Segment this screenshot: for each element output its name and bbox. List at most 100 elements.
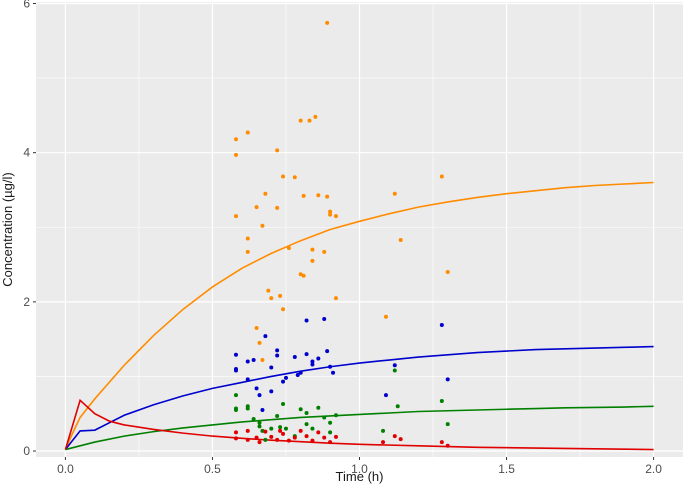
grid-major (36, 2, 683, 457)
scatter-point-series-1 (392, 363, 397, 368)
scatter-point-series-2 (298, 407, 303, 412)
scatter-point-series-1 (269, 389, 274, 394)
scatter-point-series-3 (233, 436, 238, 441)
scatter-point-series-1 (254, 386, 259, 391)
scatter-point-series-0 (328, 212, 333, 217)
scatter-point-series-2 (304, 422, 309, 427)
scatter-point-series-1 (283, 375, 288, 380)
scatter-point-series-0 (245, 236, 250, 241)
scatter-point-series-2 (392, 368, 397, 373)
scatter-point-series-0 (260, 358, 265, 363)
scatter-point-series-3 (304, 434, 309, 439)
scatter-point-series-2 (233, 408, 238, 413)
scatter-point-series-1 (233, 368, 238, 373)
scatter-point-series-1 (245, 359, 250, 364)
scatter-point-series-0 (301, 193, 306, 198)
scatter-point-series-1 (257, 393, 262, 398)
scatter-point-series-3 (278, 428, 283, 433)
y-axis-title: Concentration (µg/l) (0, 172, 15, 286)
scatter-point-series-0 (233, 152, 238, 157)
scatter-point-series-0 (310, 247, 315, 252)
scatter-point-series-2 (328, 420, 333, 425)
scatter-point-series-2 (445, 422, 450, 427)
scatter-point-series-3 (245, 437, 250, 442)
scatter-point-series-2 (304, 410, 309, 415)
scatter-point-series-0 (257, 340, 262, 345)
scatter-point-series-1 (251, 358, 256, 363)
scatter-point-series-0 (233, 214, 238, 219)
scatter-point-series-3 (269, 434, 274, 439)
y-axis-ticks: 0 2 4 6 (23, 0, 36, 458)
scatter-point-series-0 (322, 249, 327, 254)
scatter-point-series-0 (275, 148, 280, 153)
x-axis-title: Time (h) (336, 469, 384, 484)
scatter-point-series-0 (439, 174, 444, 179)
scatter-point-series-1 (445, 377, 450, 382)
scatter-point-series-1 (263, 334, 268, 339)
scatter-point-series-2 (245, 406, 250, 411)
x-tick-label: 0.0 (57, 462, 74, 476)
scatter-point-series-0 (269, 296, 274, 301)
scatter-point-series-2 (281, 402, 286, 407)
scatter-point-series-2 (322, 415, 327, 420)
scatter-point-series-0 (333, 296, 338, 301)
scatter-point-series-0 (325, 20, 330, 25)
scatter-point-series-1 (331, 370, 336, 375)
scatter-point-series-2 (257, 420, 262, 425)
scatter-point-series-2 (328, 430, 333, 435)
scatter-point-series-3 (286, 438, 291, 443)
scatter-point-series-2 (333, 413, 338, 418)
x-tick-label: 0.5 (204, 462, 221, 476)
scatter-point-series-1 (316, 356, 321, 361)
scatter-point-series-1 (298, 370, 303, 375)
scatter-point-series-3 (322, 435, 327, 440)
x-axis-ticks: 0.0 0.5 1.0 1.5 2.0 (57, 457, 662, 476)
scatter-point-series-3 (333, 434, 338, 439)
scatter-point-series-2 (278, 425, 283, 430)
scatter-point-series-1 (245, 377, 250, 382)
scatter-point-series-3 (398, 437, 403, 442)
x-tick-label: 1.0 (351, 462, 368, 476)
y-tick-label: 2 (23, 295, 30, 309)
y-tick-label: 6 (23, 0, 30, 10)
x-tick-label: 1.5 (498, 462, 515, 476)
scatter-point-series-0 (383, 314, 388, 319)
scatter-point-series-3 (233, 430, 238, 435)
scatter-point-series-0 (266, 288, 271, 293)
scatter-point-series-1 (295, 372, 300, 377)
scatter-point-series-0 (281, 174, 286, 179)
scatter-point-series-1 (275, 348, 280, 353)
scatter-point-series-3 (328, 440, 333, 445)
scatter-point-series-0 (325, 194, 330, 199)
scatter-point-series-0 (260, 223, 265, 228)
scatter-point-series-0 (310, 258, 315, 263)
scatter-point-series-2 (233, 393, 238, 398)
scatter-point-series-0 (286, 246, 291, 251)
scatter-point-series-1 (292, 355, 297, 360)
scatter-point-series-0 (392, 191, 397, 196)
scatter-point-series-3 (281, 431, 286, 436)
scatter-point-series-3 (316, 430, 321, 435)
scatter-point-series-1 (304, 352, 309, 357)
scatter-point-series-3 (257, 440, 262, 445)
scatter-point-series-0 (301, 273, 306, 278)
scatter-point-series-0 (281, 307, 286, 312)
scatter-point-series-1 (275, 353, 280, 358)
scatter-point-series-0 (254, 325, 259, 330)
series-points (233, 20, 450, 448)
scatter-point-series-0 (245, 249, 250, 254)
scatter-point-series-2 (316, 405, 321, 410)
scatter-point-series-0 (278, 293, 283, 298)
scatter-point-series-1 (325, 349, 330, 354)
scatter-point-series-2 (439, 399, 444, 404)
scatter-point-series-0 (445, 270, 450, 275)
scatter-point-series-2 (251, 416, 256, 421)
scatter-point-series-3 (263, 429, 268, 434)
scatter-point-series-1 (328, 364, 333, 369)
series-line-0 (64, 181, 654, 450)
scatter-point-series-3 (254, 435, 259, 440)
scatter-point-series-2 (310, 426, 315, 431)
scatter-point-series-1 (269, 365, 274, 370)
scatter-point-series-1 (310, 359, 315, 364)
scatter-point-series-3 (275, 437, 280, 442)
